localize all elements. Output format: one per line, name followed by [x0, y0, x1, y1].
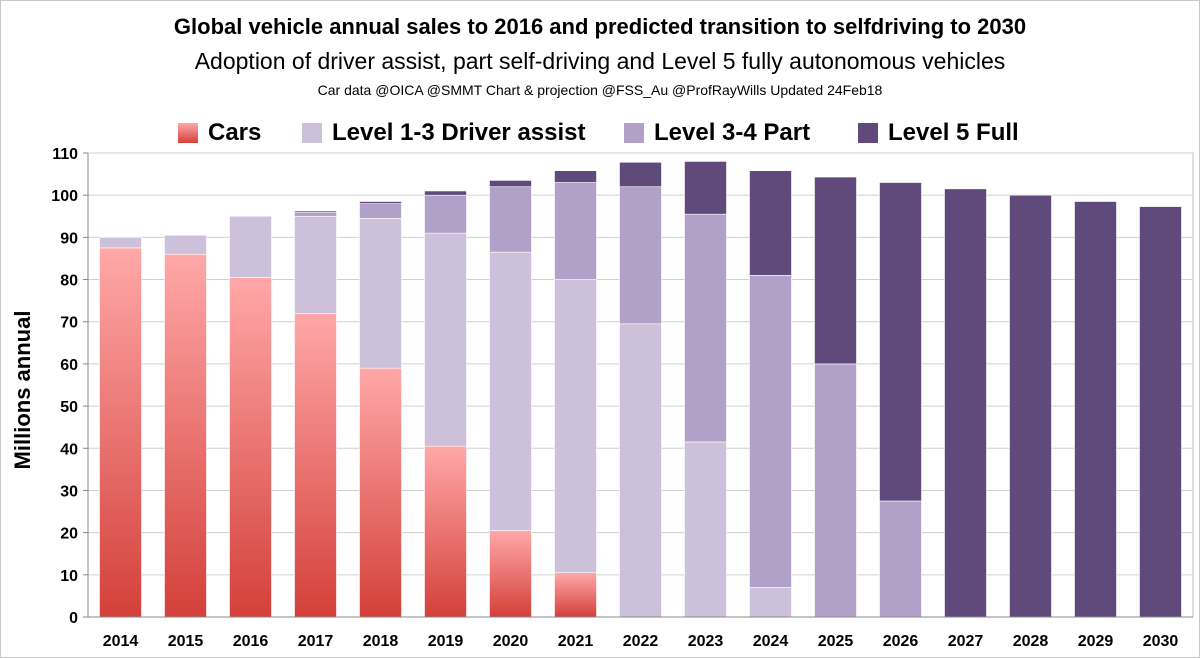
bar-2026-series-3	[879, 182, 922, 502]
bars	[99, 161, 1182, 618]
bar-2023-series-1	[684, 441, 727, 618]
x-tick-label-2023: 2023	[688, 633, 724, 650]
legend-swatch-level-1-3	[302, 123, 322, 143]
bar-2018-series-3	[359, 201, 402, 204]
bar-2014-series-1	[99, 237, 142, 249]
bar-2021-series-0	[554, 572, 597, 618]
bar-2023-series-3	[684, 161, 727, 215]
legend-swatch-level-3-4	[624, 123, 644, 143]
x-tick-label-2028: 2028	[1013, 633, 1049, 650]
x-tick-label-2017: 2017	[298, 633, 334, 650]
bar-2015-series-1	[164, 234, 207, 255]
legend-item-cars: Cars	[178, 116, 261, 150]
bar-2018-series-1	[359, 218, 402, 369]
bar-2030-series-3	[1139, 206, 1182, 618]
x-tick-label-2030: 2030	[1143, 633, 1179, 650]
bar-2021-series-2	[554, 182, 597, 280]
bar-2018-series-0	[359, 367, 402, 618]
bar-2016-series-1	[229, 215, 272, 278]
y-tick-label-0: 0	[69, 610, 78, 627]
x-tick-label-2021: 2021	[558, 633, 594, 650]
y-tick-label-20: 20	[60, 526, 78, 543]
legend-label-level-5: Level 5 Full	[888, 119, 1019, 146]
legend-label-cars: Cars	[208, 119, 262, 146]
x-tick-label-2027: 2027	[948, 633, 984, 650]
legend-swatch-level-5	[858, 123, 878, 143]
bar-2020-series-2	[489, 186, 532, 253]
x-tick-label-2018: 2018	[363, 633, 399, 650]
x-tick-label-2014: 2014	[103, 633, 139, 650]
legend-item-level-5: Level 5 Full	[858, 116, 1019, 150]
y-axis-label: Millions annual	[10, 311, 35, 470]
bar-2017-series-0	[294, 312, 337, 618]
chart-subtitle: Adoption of driver assist, part self-dri…	[194, 48, 1006, 74]
y-tick-label-80: 80	[60, 273, 78, 290]
bar-2019-series-2	[424, 194, 467, 234]
bar-2017-series-2	[294, 211, 337, 217]
bar-2025-series-3	[814, 176, 857, 365]
bar-2019-series-1	[424, 232, 467, 447]
bar-2019-series-3	[424, 190, 467, 196]
x-tick-label-2024: 2024	[753, 633, 789, 650]
legend-swatch-cars	[178, 123, 198, 143]
y-tick-label-10: 10	[60, 568, 78, 585]
bar-2025-series-2	[814, 363, 857, 618]
legend-item-level-1-3: Level 1-3 Driver assist	[302, 116, 586, 150]
bar-2026-series-2	[879, 500, 922, 618]
bar-2022-series-1	[619, 323, 662, 618]
y-tick-label-40: 40	[60, 441, 78, 458]
chart-credit: Car data @OICA @SMMT Chart & projection …	[317, 82, 883, 98]
bar-2014-series-0	[99, 247, 142, 618]
y-tick-label-30: 30	[60, 483, 78, 500]
bar-2027-series-3	[944, 188, 987, 618]
x-tick-label-2016: 2016	[233, 633, 269, 650]
bar-2020-series-1	[489, 251, 532, 531]
y-tick-label-110: 110	[52, 146, 78, 163]
legend-label-level-3-4: Level 3-4 Part	[654, 119, 811, 146]
x-tick-label-2026: 2026	[883, 633, 919, 650]
bar-2022-series-2	[619, 186, 662, 325]
bar-2021-series-3	[554, 170, 597, 183]
bar-2022-series-3	[619, 161, 662, 188]
bar-2028-series-3	[1009, 194, 1052, 618]
bar-2019-series-0	[424, 445, 467, 618]
x-tick-label-2020: 2020	[493, 633, 529, 650]
bar-2017-series-3	[294, 210, 337, 213]
y-tick-label-60: 60	[60, 357, 78, 374]
bar-2018-series-2	[359, 203, 402, 219]
x-tick-label-2015: 2015	[168, 633, 204, 650]
bar-2024-series-3	[749, 170, 792, 276]
bar-2020-series-3	[489, 180, 532, 188]
bar-2015-series-0	[164, 253, 207, 618]
x-tick-label-2019: 2019	[428, 633, 464, 650]
y-tick-label-90: 90	[60, 230, 78, 247]
y-tick-label-50: 50	[60, 399, 78, 416]
legend-item-level-3-4: Level 3-4 Part	[624, 116, 810, 150]
chart-title: Global vehicle annual sales to 2016 and …	[173, 14, 1027, 39]
y-tick-label-70: 70	[60, 315, 78, 332]
legend-label-level-1-3: Level 1-3 Driver assist	[332, 119, 586, 146]
bar-2016-series-0	[229, 277, 272, 618]
x-tick-label-2022: 2022	[623, 633, 659, 650]
x-tick-label-2029: 2029	[1078, 633, 1114, 650]
bar-2024-series-1	[749, 587, 792, 618]
bar-2017-series-1	[294, 215, 337, 314]
bar-2021-series-1	[554, 279, 597, 574]
bar-2020-series-0	[489, 530, 532, 618]
bar-2029-series-3	[1074, 201, 1117, 618]
legend: Cars Level 1-3 Driver assist Level 3-4 P…	[0, 116, 1200, 150]
x-tick-label-2025: 2025	[818, 633, 854, 650]
y-tick-label-100: 100	[51, 188, 78, 205]
bar-2024-series-2	[749, 275, 792, 588]
bar-2023-series-2	[684, 213, 727, 443]
